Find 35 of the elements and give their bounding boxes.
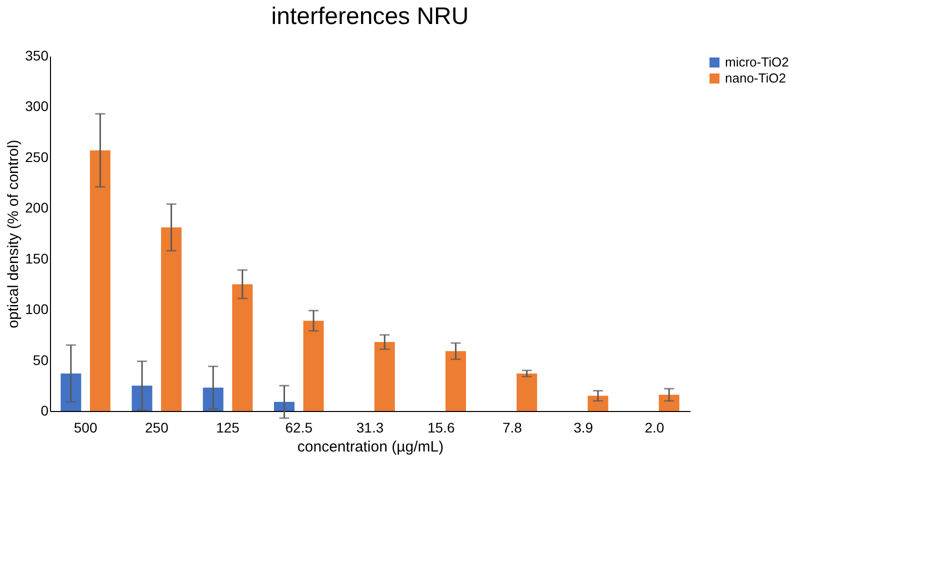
y-tick-label: 0: [40, 402, 49, 418]
x-tick-label: 250: [144, 420, 169, 436]
x-tick-label: 7.8: [502, 420, 522, 436]
legend-label: nano-TiO2: [725, 70, 786, 86]
chart-title: interferences NRU: [271, 3, 469, 30]
y-tick-label: 350: [25, 48, 49, 64]
y-tick-label: 50: [32, 352, 49, 368]
x-tick-label: 62.5: [285, 420, 313, 436]
y-tick-label: 100: [25, 301, 49, 318]
bar: [60, 373, 82, 411]
bar: [232, 284, 253, 411]
bar: [516, 373, 538, 411]
x-tick-label: 3.9: [574, 420, 594, 436]
bar: [446, 351, 466, 411]
bar: [202, 388, 224, 411]
bar: [588, 396, 608, 411]
y-axis-title: optical density (% of control): [5, 140, 22, 328]
x-axis-title: concentration (µg/mL): [297, 438, 444, 456]
x-tick-label: 500: [74, 420, 98, 436]
bar: [90, 150, 110, 411]
x-tick-label: 2.0: [644, 420, 664, 436]
bar: [161, 227, 182, 411]
y-tick-label: 150: [25, 250, 49, 266]
legend-label: micro-TiO2: [725, 54, 789, 70]
bar: [374, 342, 395, 411]
bar: [274, 402, 294, 411]
y-tick-label: 300: [25, 98, 49, 114]
y-tick-label: 250: [25, 148, 49, 165]
bar: [303, 320, 324, 411]
bar: [132, 386, 152, 411]
x-tick-label: 15.6: [427, 420, 455, 436]
x-tick-label: 31.3: [356, 420, 384, 436]
bar: [658, 394, 680, 411]
x-tick-label: 125: [216, 420, 240, 436]
y-tick-label: 200: [25, 200, 49, 216]
